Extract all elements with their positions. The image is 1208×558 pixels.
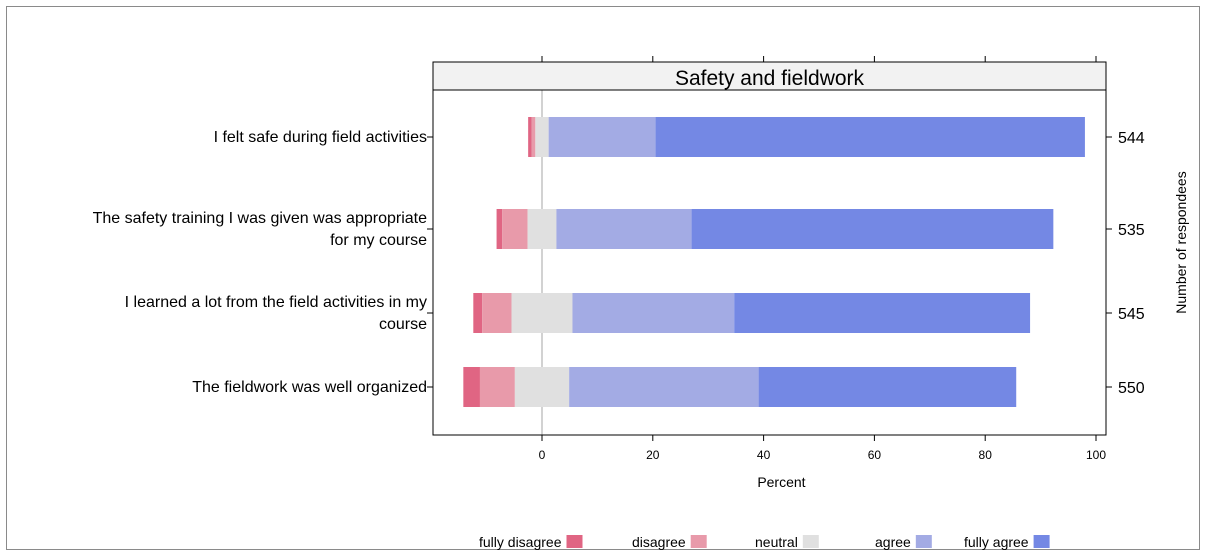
category-label: I learned a lot from the field activitie…	[125, 294, 427, 311]
bar-disagree-row-2	[502, 209, 528, 249]
category-label: I felt safe during field activities	[214, 129, 427, 146]
bar-agree-row-1	[548, 117, 656, 157]
right-axis-label: Number of respondees	[1173, 171, 1189, 313]
bar-fully-disagree-row-2	[496, 209, 503, 249]
bar-fully-agree-row-2	[691, 209, 1054, 249]
bar-fully-agree-row-3	[734, 293, 1031, 333]
category-label: for my course	[330, 232, 427, 249]
bar-disagree-row-4	[479, 367, 515, 407]
bar-neutral-row-1	[535, 117, 549, 157]
bar-agree-row-4	[569, 367, 759, 407]
legend-swatch-agree	[915, 535, 932, 548]
x-tick-label: 40	[757, 448, 771, 462]
chart-frame: Safety and fieldwork 0 20 40 60 80 100 Percent I…	[6, 6, 1200, 550]
respondent-count: 550	[1118, 380, 1145, 397]
bar-disagree-row-3	[482, 293, 512, 333]
bar-neutral-row-4	[514, 367, 570, 407]
bar-fully-disagree-row-3	[473, 293, 483, 333]
x-tick-label: 60	[868, 448, 882, 462]
legend-label-fully-disagree: fully disagree	[479, 534, 562, 550]
bar-agree-row-2	[556, 209, 692, 249]
bar-neutral-row-3	[511, 293, 573, 333]
bar-disagree-row-1	[531, 117, 536, 157]
legend-label-disagree: disagree	[632, 534, 686, 550]
legend-swatch-fully-agree	[1033, 535, 1050, 548]
likert-chart: Safety and fieldwork 0 20 40 60 80 100 Percent I…	[93, 56, 1189, 550]
respondent-count: 544	[1118, 130, 1145, 147]
x-tick-label: 100	[1086, 448, 1106, 462]
legend-label-agree: agree	[875, 534, 911, 550]
x-tick-label: 80	[979, 448, 993, 462]
bar-fully-disagree-row-1	[528, 117, 532, 157]
category-label: The fieldwork was well organized	[192, 379, 427, 396]
x-tick-label: 20	[646, 448, 660, 462]
legend-label-neutral: neutral	[755, 534, 798, 550]
x-tick-label: 0	[539, 448, 546, 462]
chart-title: Safety and fieldwork	[675, 67, 865, 90]
respondent-count: 535	[1118, 222, 1145, 239]
legend-swatch-neutral	[802, 535, 819, 548]
plot-panel-border	[432, 89, 1107, 436]
category-label: The safety training I was given was appr…	[93, 210, 428, 227]
bar-neutral-row-2	[527, 209, 557, 249]
respondent-count: 545	[1118, 306, 1145, 323]
bar-agree-row-3	[572, 293, 735, 333]
legend-label-fully-agree: fully agree	[964, 534, 1029, 550]
title-strip	[432, 61, 1107, 91]
bar-fully-agree-row-4	[758, 367, 1017, 407]
legend-swatch-fully-disagree	[566, 535, 583, 548]
legend-swatch-disagree	[690, 535, 707, 548]
x-axis-label: Percent	[757, 474, 805, 490]
bar-fully-agree-row-1	[655, 117, 1085, 157]
category-label: course	[379, 316, 427, 333]
bar-fully-disagree-row-4	[463, 367, 480, 407]
